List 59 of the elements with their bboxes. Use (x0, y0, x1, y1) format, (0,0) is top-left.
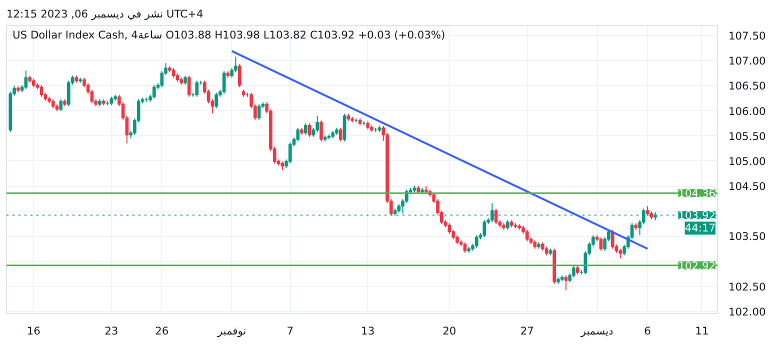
candlestick (482, 220, 486, 238)
y-tick-label: 106.50 (728, 80, 766, 93)
candlestick (448, 222, 452, 234)
candlestick (152, 84, 156, 100)
candlestick (187, 75, 191, 98)
chart-title: US Dollar Index Cash, 4ساعة O103.88 H103.98 L103.82 C103.92 +0.03 (+0.03%) (12, 28, 446, 42)
candlestick (599, 236, 603, 252)
y-tick-label: 107.00 (728, 54, 766, 68)
x-tick-label: 7 (286, 324, 294, 338)
candlestick (525, 229, 529, 242)
candlestick (288, 142, 292, 164)
text: نشر في ديسمبر 06, 2023 12:15 UTC+4 (6, 8, 204, 20)
candlestick (304, 122, 308, 136)
candlestick (222, 70, 226, 94)
candlestick (160, 70, 164, 88)
x-tick-label: 16 (26, 324, 41, 338)
y-tick-label: 105.00 (728, 154, 766, 168)
x-tick-label: 26 (155, 324, 169, 338)
annotation: 44:17 (684, 222, 716, 235)
x-tick-label: 6 (644, 324, 652, 338)
y-tick-label: 106.00 (728, 104, 766, 118)
candlestick (257, 104, 261, 120)
x-tick-label: ديسمبر (580, 324, 614, 338)
candlestick (24, 70, 28, 90)
candlestick (474, 234, 478, 248)
ref-line-label: 104.36 (678, 187, 716, 200)
candlestick (238, 64, 242, 88)
x-tick-label: نوفمبر (216, 324, 246, 338)
y-tick-label: 102.00 (728, 305, 766, 318)
candlestick (646, 206, 650, 216)
ref-line-label: 102.92 (678, 259, 716, 272)
x-tick-label: 23 (104, 324, 118, 338)
x-tick-label: 11 (695, 324, 709, 338)
candlestick (40, 84, 44, 98)
candlestick (494, 208, 498, 225)
x-tick-label: 27 (520, 324, 534, 338)
y-tick-label: 103.50 (728, 230, 766, 244)
candlestick (506, 220, 510, 230)
candlestick (342, 113, 346, 142)
candlestick (195, 80, 199, 98)
ref-line-label: 103.92 (678, 209, 716, 222)
candlestick (463, 242, 467, 254)
candlestick (338, 127, 342, 142)
candlestick (308, 122, 312, 138)
candlestick (184, 75, 187, 86)
x-tick-label: 20 (442, 324, 456, 338)
candlestick (214, 92, 218, 109)
candlestick (564, 274, 568, 291)
y-tick-label: 102.50 (728, 280, 766, 294)
y-tick-label: 107.50 (728, 30, 766, 43)
candlestick (618, 248, 622, 259)
candlestick (59, 98, 63, 112)
candlestick (172, 68, 176, 78)
candlestick (51, 98, 55, 109)
x-tick-label: 13 (361, 324, 375, 338)
candlestick (320, 120, 323, 142)
candlestick (610, 229, 614, 250)
y-tick-label: 104.50 (728, 180, 766, 194)
y-tick-label: 105.50 (728, 130, 766, 143)
